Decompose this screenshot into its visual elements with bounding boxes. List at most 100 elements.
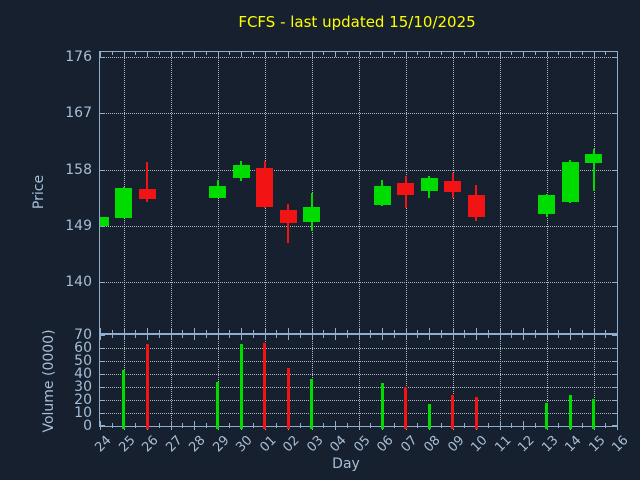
day-axis-minor-tick-mark bbox=[558, 426, 560, 428]
day-minor-tick-mark bbox=[299, 330, 301, 333]
price-tick-mark bbox=[612, 282, 617, 284]
volume-bar-09 bbox=[451, 394, 454, 429]
day-tick-mark bbox=[452, 335, 454, 340]
price-tick-label: 176 bbox=[65, 49, 92, 65]
day-minor-tick-mark bbox=[487, 335, 489, 338]
day-minor-tick-mark bbox=[205, 335, 207, 338]
chart-title: FCFS - last updated 15/10/2025 bbox=[238, 13, 476, 31]
volume-tick-label: 60 bbox=[74, 340, 92, 356]
candle-body-26 bbox=[138, 188, 156, 199]
volume-bar-14 bbox=[568, 394, 572, 429]
day-tick-mark bbox=[499, 328, 501, 333]
volume-bar-01 bbox=[263, 342, 266, 429]
day-minor-tick-mark bbox=[158, 52, 160, 55]
day-minor-tick-mark bbox=[558, 52, 560, 55]
price-tick-label: 158 bbox=[65, 161, 92, 178]
day-minor-tick-mark bbox=[534, 423, 536, 426]
day-axis-tick-mark bbox=[499, 426, 501, 430]
vertical-gridline bbox=[170, 335, 172, 426]
day-tick-label-12: 12 bbox=[515, 433, 538, 456]
day-minor-tick-mark bbox=[323, 423, 325, 426]
day-tick-mark bbox=[570, 328, 571, 333]
vertical-gridline bbox=[358, 52, 360, 333]
day-tick-mark bbox=[217, 328, 219, 333]
day-tick-mark bbox=[217, 335, 219, 340]
volume-bar-25 bbox=[122, 370, 125, 429]
candle-body-13 bbox=[538, 194, 555, 214]
day-tick-mark bbox=[429, 335, 430, 340]
vertical-gridline bbox=[546, 335, 548, 426]
day-tick-mark bbox=[523, 328, 524, 333]
day-axis-tick-mark bbox=[335, 426, 336, 430]
candle-wick bbox=[592, 148, 595, 192]
volume-tick-mark bbox=[100, 335, 105, 336]
candle-body-08 bbox=[420, 177, 438, 191]
day-tick-mark bbox=[194, 52, 195, 57]
day-tick-mark bbox=[147, 335, 148, 340]
volume-tick-mark bbox=[100, 413, 105, 414]
day-minor-tick-mark bbox=[581, 52, 583, 55]
day-minor-tick-mark bbox=[299, 335, 301, 338]
day-minor-tick-mark bbox=[464, 330, 466, 333]
candle-body-02 bbox=[279, 210, 297, 223]
volume-tick-mark bbox=[612, 335, 617, 336]
day-tick-mark bbox=[147, 52, 148, 57]
vertical-gridline bbox=[546, 52, 548, 333]
day-tick-mark bbox=[241, 335, 242, 340]
day-tick-mark bbox=[429, 328, 430, 333]
day-tick-mark bbox=[241, 52, 242, 57]
day-minor-tick-mark bbox=[111, 335, 113, 338]
day-minor-tick-mark bbox=[417, 423, 419, 426]
day-minor-tick-mark bbox=[581, 423, 583, 426]
day-axis-tick-mark bbox=[100, 426, 101, 430]
day-tick-mark bbox=[335, 421, 336, 426]
day-tick-mark bbox=[335, 328, 336, 333]
day-axis-minor-tick-mark bbox=[158, 426, 160, 428]
day-tick-label-10: 10 bbox=[468, 433, 491, 456]
volume-tick-label: 70 bbox=[74, 327, 92, 343]
day-tick-mark bbox=[452, 328, 454, 333]
day-tick-mark bbox=[358, 421, 360, 426]
day-minor-tick-mark bbox=[511, 52, 513, 55]
candle-body-01 bbox=[256, 167, 273, 207]
price-tick-mark bbox=[100, 282, 105, 284]
day-tick-mark bbox=[311, 52, 313, 57]
day-tick-mark bbox=[523, 52, 524, 57]
day-axis-minor-tick-mark bbox=[393, 426, 395, 428]
day-tick-mark bbox=[405, 328, 407, 333]
day-tick-label-14: 14 bbox=[562, 433, 585, 456]
day-minor-tick-mark bbox=[229, 330, 231, 333]
day-tick-mark bbox=[382, 52, 383, 57]
day-minor-tick-mark bbox=[581, 330, 583, 333]
day-tick-mark bbox=[123, 335, 125, 340]
day-tick-label-08: 08 bbox=[421, 433, 444, 456]
day-tick-mark bbox=[523, 421, 524, 426]
candle-body-29 bbox=[209, 186, 226, 198]
day-tick-mark bbox=[123, 52, 125, 57]
day-minor-tick-mark bbox=[182, 335, 184, 338]
day-minor-tick-mark bbox=[393, 335, 395, 338]
day-tick-mark bbox=[617, 328, 618, 333]
day-axis-minor-tick-mark bbox=[229, 426, 231, 428]
volume-tick-label: 30 bbox=[74, 379, 92, 395]
vertical-gridline bbox=[311, 52, 313, 333]
day-tick-mark bbox=[335, 335, 336, 340]
day-tick-mark bbox=[452, 52, 454, 57]
day-minor-tick-mark bbox=[487, 52, 489, 55]
vertical-gridline bbox=[358, 335, 360, 426]
vertical-gridline bbox=[593, 335, 595, 426]
day-tick-mark bbox=[523, 335, 524, 340]
day-tick-mark bbox=[288, 52, 289, 57]
day-minor-tick-mark bbox=[205, 423, 207, 426]
day-tick-mark bbox=[593, 52, 595, 57]
price-tick-mark bbox=[612, 57, 617, 58]
candle-body-24 bbox=[100, 217, 109, 226]
day-tick-mark bbox=[123, 328, 125, 333]
volume-bar-03 bbox=[310, 379, 313, 429]
candle-body-15 bbox=[585, 153, 602, 163]
volume-tick-mark bbox=[100, 361, 105, 362]
day-minor-tick-mark bbox=[605, 335, 607, 338]
day-minor-tick-mark bbox=[135, 330, 137, 333]
day-minor-tick-mark bbox=[135, 52, 137, 55]
day-axis-minor-tick-mark bbox=[111, 426, 113, 428]
